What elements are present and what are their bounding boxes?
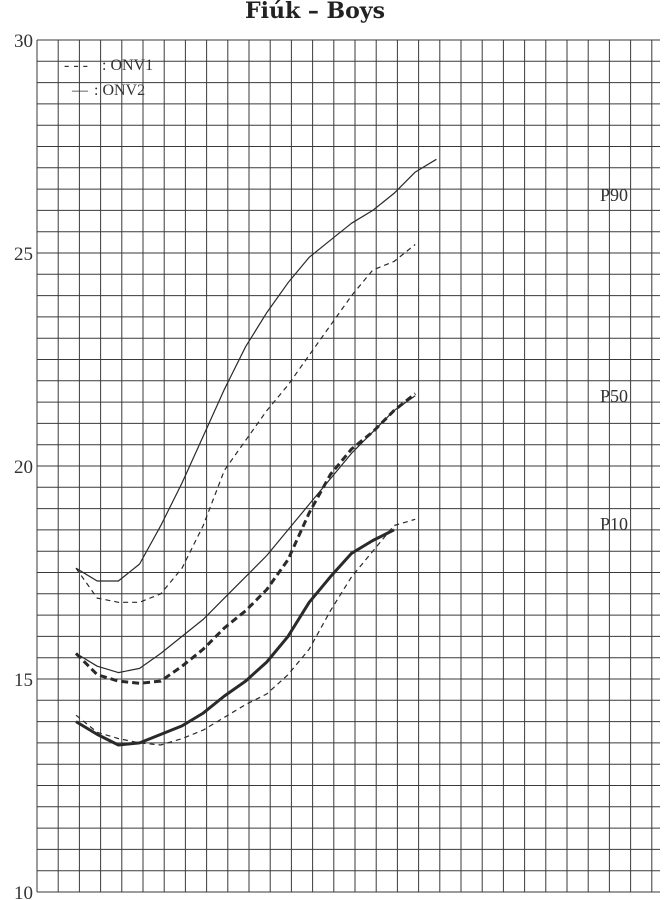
legend-label-onv2: : ONV2: [94, 82, 145, 99]
y-tick-label: 10: [14, 883, 33, 900]
y-tick-label: 20: [14, 457, 33, 478]
chart-title: Fiúk – Boys: [245, 0, 385, 24]
series-line-onv2-p50: [75, 395, 416, 674]
y-tick-label: 30: [14, 31, 33, 52]
series-line-onv1-p50: [74, 392, 417, 685]
y-tick-label: 15: [14, 670, 33, 691]
curve-label-p50: P50: [600, 386, 628, 406]
y-axis-ticks: 10 15 20 25 30: [14, 31, 33, 900]
series-line-onv1-p10: [75, 518, 416, 746]
curve-label-p90: P90: [600, 185, 628, 205]
chart-legend: - - - : ONV1 — : ONV2: [64, 57, 153, 99]
chart-series: [74, 158, 437, 747]
y-tick-label: 25: [14, 244, 33, 265]
curve-label-p10: P10: [600, 514, 628, 534]
legend-label-onv1: : ONV1: [102, 57, 153, 74]
series-line-onv2-p90: [75, 158, 437, 582]
legend-marker-onv2: —: [71, 82, 89, 99]
series-line-onv2-p10: [75, 528, 395, 747]
chart-grid: [36, 39, 660, 893]
percentile-labels: P90 P50 P10: [600, 185, 628, 534]
series-line-onv1-p90: [75, 244, 416, 603]
legend-marker-onv1: - - -: [64, 57, 88, 74]
